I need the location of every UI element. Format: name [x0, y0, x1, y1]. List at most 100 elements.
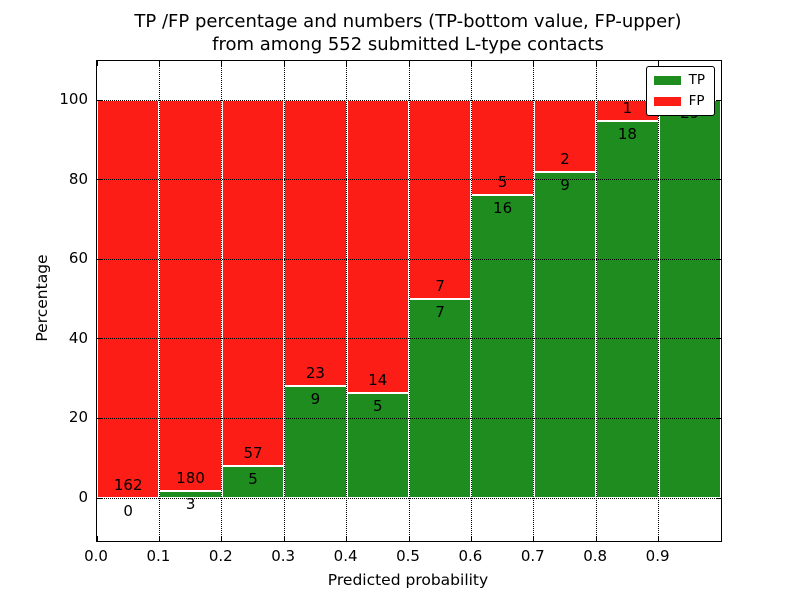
vertical-gridline [595, 61, 597, 541]
chart-title-line1: TP /FP percentage and numbers (TP-bottom… [134, 11, 682, 32]
x-tick-mark [158, 61, 160, 66]
tp-count-label: 7 [435, 303, 445, 321]
vertical-gridline [533, 61, 535, 541]
x-tick-label: 0.5 [396, 547, 420, 565]
x-tick-mark [283, 61, 285, 66]
x-tick-mark [595, 536, 597, 541]
x-tick-label: 0.8 [583, 547, 608, 565]
bar-segment-tp [221, 465, 285, 498]
fp-count-label: 14 [368, 371, 388, 390]
tp-count-label: 18 [617, 124, 637, 143]
x-tick-mark [595, 61, 597, 66]
y-tick-mark [97, 497, 102, 499]
bar-segment-fp [596, 100, 659, 121]
y-tick-label: 40 [68, 328, 88, 347]
vertical-gridline [408, 61, 410, 541]
x-tick-label: 0.4 [333, 547, 358, 565]
bar-segment-tp [159, 491, 222, 498]
fp-count-label: 5 [497, 172, 508, 191]
y-tick-mark [97, 179, 102, 181]
y-tick-mark [97, 258, 102, 260]
y-tick-mark [716, 497, 721, 499]
x-tick-mark [533, 536, 535, 541]
x-tick-mark [720, 536, 722, 541]
tp-count-label: 9 [310, 390, 321, 409]
x-tick-mark [283, 536, 285, 541]
y-tick-label: 80 [68, 169, 88, 188]
x-tick-mark [158, 536, 160, 541]
x-tick-label: 0.2 [208, 547, 233, 565]
fp-count-label: 23 [305, 364, 325, 383]
y-axis-label: Percentage [33, 254, 51, 342]
x-tick-label: 0.7 [520, 547, 545, 565]
horizontal-gridline [97, 258, 721, 260]
y-tick-label: 20 [68, 408, 88, 427]
vertical-gridline [283, 61, 285, 541]
horizontal-gridline [97, 417, 721, 419]
fp-count-label: 2 [560, 150, 570, 169]
x-tick-mark [408, 61, 410, 66]
y-tick-label: 100 [59, 90, 88, 108]
bar-segment-fp [409, 100, 472, 299]
y-tick-mark [716, 258, 721, 260]
tp-count-label: 5 [373, 397, 383, 416]
bar-segment-tp [471, 194, 534, 498]
y-tick-mark [97, 417, 102, 419]
horizontal-gridline [97, 338, 721, 340]
bar-segment-tp [533, 172, 597, 498]
fp-color-swatch [653, 97, 681, 106]
y-tick-mark [97, 99, 102, 101]
chart-title-line2: from among 552 submitted L-type contacts [212, 34, 604, 55]
bar-segment-tp [658, 100, 721, 498]
horizontal-gridline [97, 497, 721, 499]
fp-count-label: 7 [435, 277, 445, 295]
bar-segment-fp [533, 100, 597, 173]
vertical-gridline [346, 61, 348, 541]
tp-color-swatch [653, 76, 681, 85]
fp-count-label: 1 [622, 98, 633, 117]
legend-label-tp: TP [688, 72, 705, 88]
x-tick-mark [221, 536, 223, 541]
x-tick-mark [408, 536, 410, 541]
tp-count-label: 16 [493, 198, 513, 217]
bar-segment-fp [221, 100, 285, 466]
bar-segment-tp [596, 120, 659, 498]
tp-count-label: 0 [123, 502, 133, 520]
y-tick-mark [716, 417, 721, 419]
x-tick-mark [221, 61, 223, 66]
y-tick-label: 0 [78, 488, 88, 506]
legend: TP FP [645, 66, 715, 116]
legend-item-fp: FP [653, 93, 705, 109]
horizontal-gridline [97, 179, 721, 181]
y-tick-mark [97, 338, 102, 340]
vertical-gridline [158, 61, 160, 541]
y-tick-mark [716, 179, 721, 181]
x-tick-label: 0.6 [458, 547, 483, 565]
x-tick-label: 0.1 [146, 547, 171, 565]
fp-count-label: 162 [113, 476, 143, 494]
horizontal-gridline [97, 99, 721, 101]
bar-segment-fp [284, 100, 347, 387]
bar-segment-tp [409, 299, 472, 498]
legend-label-fp: FP [688, 93, 705, 109]
bar-segment-tp [284, 386, 347, 498]
y-tick-mark [716, 99, 721, 101]
x-tick-mark [96, 61, 98, 66]
legend-item-tp: TP [653, 72, 705, 88]
chart-title: TP /FP percentage and numbers (TP-bottom… [96, 10, 720, 56]
y-tick-label: 60 [68, 249, 88, 268]
plot-area: TP FP 16201803575239145775162911829 [96, 60, 722, 542]
fp-count-label: 180 [176, 469, 205, 488]
x-tick-mark [470, 536, 472, 541]
x-tick-label: 0.9 [645, 547, 670, 565]
x-tick-mark [533, 61, 535, 66]
vertical-gridline [221, 61, 223, 541]
y-tick-mark [716, 338, 721, 340]
x-axis-label: Predicted probability [327, 571, 489, 589]
x-tick-mark [658, 536, 660, 541]
bar-segment-fp [159, 100, 222, 492]
vertical-gridline [470, 61, 472, 541]
x-tick-mark [720, 61, 722, 66]
bar-segment-fp [471, 100, 534, 195]
